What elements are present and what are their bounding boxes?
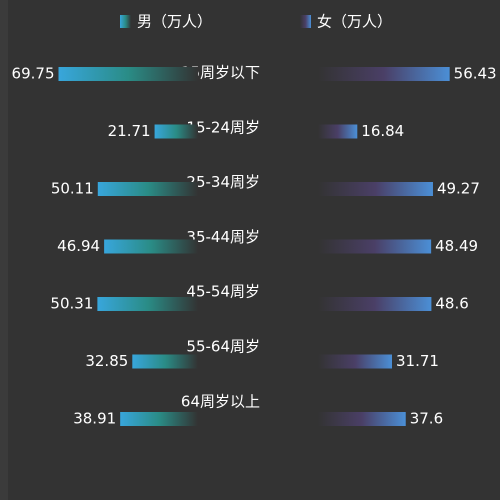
- bar: [318, 239, 432, 254]
- category-label: 64周岁以上: [181, 392, 260, 410]
- bar: [318, 67, 450, 81]
- bar: [318, 412, 406, 426]
- legend-swatch: [300, 15, 311, 28]
- bar: [97, 297, 198, 311]
- legend-swatch: [120, 15, 131, 28]
- legend-label: 男（万人）: [137, 13, 212, 31]
- bar: [58, 67, 198, 81]
- bar: [104, 239, 198, 254]
- value-label: 38.91: [73, 410, 116, 428]
- value-label: 69.75: [12, 65, 55, 83]
- category-label: 45-54周岁: [186, 283, 260, 301]
- bar: [318, 124, 358, 139]
- value-label: 37.6: [410, 410, 443, 428]
- bar: [97, 182, 198, 196]
- bar: [318, 354, 392, 369]
- value-label: 32.85: [85, 352, 128, 370]
- value-label: 21.71: [108, 122, 151, 140]
- value-label: 56.43: [454, 65, 497, 83]
- bar: [318, 297, 432, 311]
- bar: [132, 354, 198, 369]
- legend-label: 女（万人）: [317, 13, 392, 31]
- value-label: 31.71: [396, 352, 439, 370]
- value-label: 48.49: [435, 237, 478, 255]
- category-label: 55-64周岁: [186, 338, 260, 356]
- value-label: 48.6: [435, 295, 468, 313]
- value-label: 50.11: [51, 180, 94, 198]
- left-strip: [0, 0, 8, 500]
- category-label: 35-44周岁: [186, 228, 260, 246]
- value-label: 49.27: [437, 180, 480, 198]
- value-label: 50.31: [50, 295, 93, 313]
- category-label: 15-24周岁: [186, 118, 260, 136]
- bar: [318, 182, 433, 196]
- value-label: 16.84: [361, 122, 404, 140]
- value-label: 46.94: [57, 237, 100, 255]
- bar: [120, 412, 198, 426]
- bar: [154, 124, 198, 139]
- category-label: 15周岁以下: [181, 64, 260, 82]
- category-label: 25-34周岁: [186, 173, 260, 191]
